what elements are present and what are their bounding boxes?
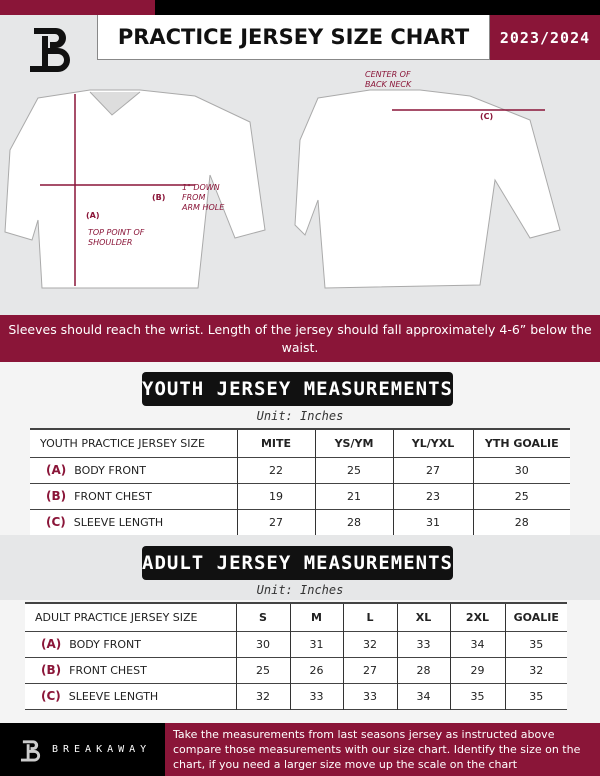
col-header: MITE: [236, 429, 315, 457]
col-header: S: [235, 603, 290, 631]
table-cell: 27: [392, 457, 473, 483]
table-row: (C) SLEEVE LENGTH 32 33 33 34 35 35: [25, 683, 567, 709]
table-cell: 35: [504, 631, 567, 657]
table-cell: 31: [392, 509, 473, 535]
table-cell: 28: [314, 509, 393, 535]
back-jersey: [294, 89, 561, 289]
table-cell: 23: [392, 483, 473, 509]
col-header: ADULT PRACTICE JERSEY SIZE: [35, 610, 198, 624]
center-back-neck-note: CENTER OF BACK NECK: [365, 70, 412, 89]
col-header: YOUTH PRACTICE JERSEY SIZE: [40, 436, 205, 450]
row-label-text: SLEEVE LENGTH: [68, 690, 159, 703]
row-letter: (B): [46, 489, 67, 503]
table-row: (A) BODY FRONT 22 25 27 30: [30, 457, 570, 483]
row-label: (A) BODY FRONT: [30, 457, 237, 483]
table-cell: 32: [342, 631, 397, 657]
table-cell: 32: [235, 683, 290, 709]
row-label: (B) FRONT CHEST: [30, 483, 237, 509]
label-a: (A): [86, 211, 100, 220]
col-header: YS/YM: [314, 429, 393, 457]
row-label-text: BODY FRONT: [74, 464, 146, 477]
page-title: PRACTICE JERSEY SIZE CHART: [97, 15, 490, 60]
table-cell: 25: [235, 657, 290, 683]
table-cell: 35: [449, 683, 505, 709]
row-label: (C) SLEEVE LENGTH: [25, 683, 236, 709]
table-cell: 33: [396, 631, 450, 657]
table-row: (B) FRONT CHEST 25 26 27 28 29 32: [25, 657, 567, 683]
top-black-bar: [155, 0, 600, 15]
row-letter: (A): [41, 637, 62, 651]
table-row: (B) FRONT CHEST 19 21 23 25: [30, 483, 570, 509]
col-header: GOALIE: [504, 603, 567, 631]
youth-size-table: YOUTH PRACTICE JERSEY SIZE MITE YS/YM YL…: [30, 428, 570, 536]
shoulder-note: TOP POINT OF SHOULDER: [88, 228, 145, 247]
fit-note: Sleeves should reach the wrist. Length o…: [0, 315, 600, 362]
row-label-text: FRONT CHEST: [74, 490, 152, 503]
row-letter: (A): [46, 463, 67, 477]
row-letter: (C): [41, 689, 61, 703]
row-label: (A) BODY FRONT: [25, 631, 236, 657]
adult-unit: Unit: Inches: [256, 583, 344, 597]
table-cell: 29: [449, 657, 505, 683]
table-cell: 27: [342, 657, 397, 683]
table-cell: 34: [449, 631, 505, 657]
row-label-text: FRONT CHEST: [69, 664, 147, 677]
row-letter: (C): [46, 515, 66, 529]
youth-section-title: YOUTH JERSEY MEASUREMENTS: [142, 372, 453, 406]
row-label: (C) SLEEVE LENGTH: [30, 509, 237, 535]
arm-hole-note: 1" DOWN FROM ARM HOLE: [182, 183, 225, 212]
table-cell: 33: [342, 683, 397, 709]
table-cell: 28: [472, 509, 570, 535]
front-jersey: [4, 89, 266, 289]
col-header: YL/YXL: [392, 429, 473, 457]
brand-name: BREAKAWAY: [52, 744, 152, 755]
row-label: (B) FRONT CHEST: [25, 657, 236, 683]
table-cell: 19: [236, 483, 315, 509]
footer-brand: BREAKAWAY: [0, 723, 165, 776]
table-cell: 31: [289, 631, 343, 657]
col-header: YTH GOALIE: [472, 429, 570, 457]
breakaway-logo-icon: [20, 739, 41, 761]
label-c: (C): [480, 112, 494, 121]
table-cell: 30: [235, 631, 290, 657]
col-header: L: [342, 603, 397, 631]
col-header: XL: [396, 603, 450, 631]
footer-instructions: Take the measurements from last seasons …: [165, 723, 600, 776]
table-cell: 26: [289, 657, 343, 683]
row-label-text: SLEEVE LENGTH: [73, 516, 164, 529]
table-row: (A) BODY FRONT 30 31 32 33 34 35: [25, 631, 567, 657]
table-cell: 28: [396, 657, 450, 683]
table-row: (C) SLEEVE LENGTH 27 28 31 28: [30, 509, 570, 535]
table-cell: 27: [236, 509, 315, 535]
label-b: (B): [152, 193, 166, 202]
top-accent-bar: [0, 0, 155, 15]
row-label-text: BODY FRONT: [69, 638, 141, 651]
table-cell: 25: [314, 457, 393, 483]
table-cell: 21: [314, 483, 393, 509]
breakaway-logo-icon: [30, 28, 70, 72]
table-cell: 32: [504, 657, 567, 683]
adult-section-title: ADULT JERSEY MEASUREMENTS: [142, 546, 453, 580]
table-cell: 33: [289, 683, 343, 709]
table-cell: 22: [236, 457, 315, 483]
jersey-diagram: [4, 89, 561, 289]
table-cell: 25: [472, 483, 570, 509]
row-letter: (B): [41, 663, 62, 677]
adult-size-table: ADULT PRACTICE JERSEY SIZE S M L XL 2XL …: [25, 602, 567, 710]
table-cell: 34: [396, 683, 450, 709]
col-header: 2XL: [449, 603, 505, 631]
col-header: M: [289, 603, 343, 631]
table-cell: 30: [472, 457, 570, 483]
youth-unit: Unit: Inches: [256, 409, 344, 423]
season-badge: 2023/2024: [490, 15, 600, 60]
table-cell: 35: [504, 683, 567, 709]
